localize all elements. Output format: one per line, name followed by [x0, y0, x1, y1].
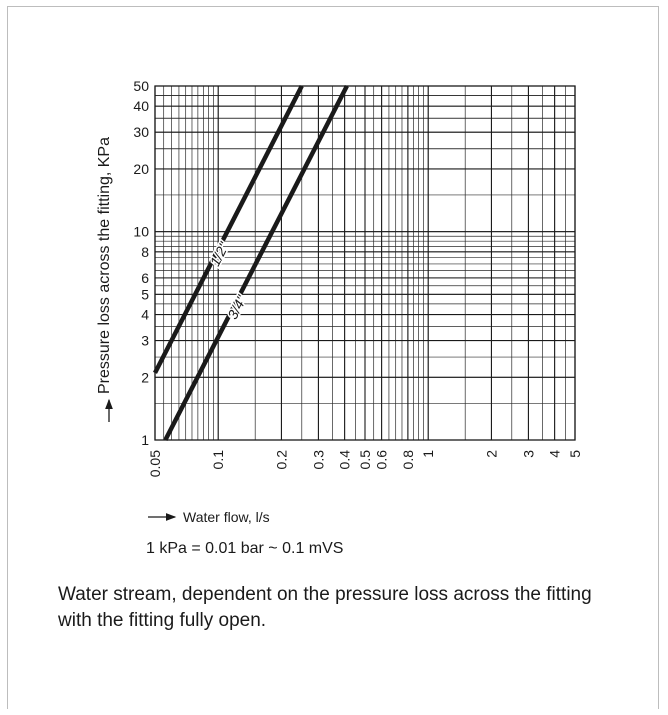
y-tick-label: 20 [133, 161, 149, 177]
axis-titles: Pressure loss across the fitting, KPa Wa… [96, 137, 270, 525]
x-tick-label: 0.8 [400, 450, 416, 470]
y-tick-label: 30 [133, 124, 149, 140]
figure-frame [7, 6, 659, 709]
y-tick-label: 1 [141, 432, 149, 448]
x-tick-label: 0.2 [273, 450, 289, 470]
figure-caption: Water stream, dependent on the pressure … [58, 584, 592, 631]
y-tick-label: 3 [141, 333, 149, 349]
series-label: 3/4" [224, 292, 250, 322]
y-tick-label: 4 [141, 307, 149, 323]
unit-conversion-note: 1 kPa = 0.01 bar ~ 0.1 mVS [146, 540, 344, 557]
y-tick-label: 8 [141, 244, 149, 260]
y-axis-title: Pressure loss across the fitting, KPa [96, 137, 113, 394]
y-tick-label: 5 [141, 286, 149, 302]
x-tick-label: 0.1 [210, 450, 226, 470]
x-axis-title: Water flow, l/s [183, 509, 270, 525]
x-tick-label: 0.6 [374, 450, 390, 470]
y-tick-label: 2 [141, 369, 149, 385]
x-tick-label: 0.5 [357, 450, 373, 470]
x-tick-label: 2 [483, 450, 499, 458]
y-tick-label: 40 [133, 98, 149, 114]
series-layer [152, 84, 349, 442]
x-tick-label: 0.3 [310, 450, 326, 470]
x-tick-label: 3 [520, 450, 536, 458]
grid-major [154, 85, 576, 441]
x-tick-label: 1 [420, 450, 436, 458]
x-tick-label: 0.4 [337, 450, 353, 470]
y-tick-label: 6 [141, 270, 149, 286]
x-tick-label: 5 [567, 450, 583, 458]
plot-area-border [154, 85, 576, 441]
y-tick-label: 10 [133, 224, 149, 240]
y-tick-label: 50 [133, 78, 149, 94]
series-line-half-inch [152, 84, 304, 374]
x-tick-label: 0.05 [147, 450, 163, 477]
series-line-three-quarter-inch [163, 84, 349, 442]
x-tick-label: 4 [547, 450, 563, 458]
